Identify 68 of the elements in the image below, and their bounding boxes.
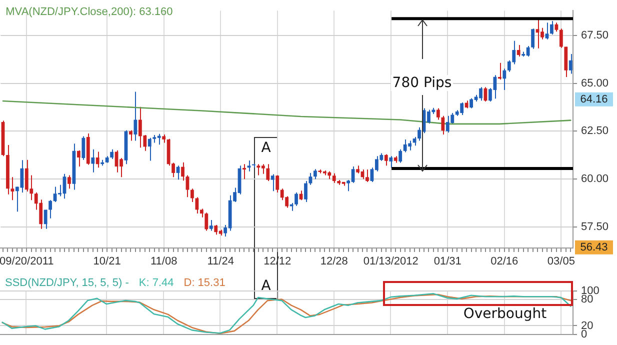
y-tick-label: 80 (581, 294, 594, 306)
candlestick (186, 174, 190, 198)
candlestick (276, 174, 280, 193)
x-tick-label: 03/05 (547, 256, 575, 268)
candlestick (332, 172, 336, 184)
series-label: K: 7.44 (138, 277, 174, 290)
candlestick (559, 28, 563, 48)
candlestick (195, 196, 199, 214)
annotation: A (260, 140, 272, 156)
candlestick (270, 174, 274, 192)
candlestick (398, 148, 402, 164)
candlestick (204, 212, 208, 232)
candlestick (516, 44, 520, 58)
candlestick (366, 169, 369, 182)
chart-title: SSD(NZD/JPY, 15, 5, 5) - (5, 277, 130, 290)
candlestick (418, 126, 421, 142)
candlestick (76, 150, 80, 167)
candlestick (110, 148, 114, 160)
candlestick (190, 188, 194, 203)
x-tick-label: 01/31 (434, 256, 462, 268)
candlestick (181, 162, 184, 182)
candlestick (82, 136, 86, 160)
candlestick (304, 180, 308, 203)
y-tick-label: 57.50 (581, 220, 609, 233)
candlestick (129, 130, 132, 142)
candlestick (441, 115, 445, 135)
x-tick-label: 11/08 (150, 256, 178, 268)
candlestick (68, 174, 71, 190)
x-tick-label: 12/28 (320, 256, 348, 268)
candlestick (389, 156, 393, 168)
annotation: 780 Pips (391, 74, 453, 91)
x-tick-label: 11/24 (207, 256, 234, 268)
annotation: Overbought (462, 306, 548, 322)
x-tick-label: 09/20/2011 (0, 256, 54, 268)
candlestick (266, 164, 270, 182)
annotation: 64.16 (580, 93, 608, 106)
x-tick-label: 02/16 (490, 256, 518, 268)
x-tick-label: 01/13/2012 (363, 256, 418, 268)
annotation: A (260, 278, 272, 294)
y-tick-label: 67.50 (581, 30, 609, 42)
y-tick-label: 60.00 (581, 173, 609, 186)
y-tick-label: 0 (581, 328, 588, 340)
candlestick (48, 200, 52, 219)
candlestick (545, 22, 549, 40)
y-tick-label: 62.50 (581, 125, 609, 138)
candlestick (550, 20, 554, 36)
x-tick-label: 10/21 (93, 256, 121, 268)
candlestick (247, 160, 251, 172)
candlestick (436, 108, 440, 120)
candlestick (96, 151, 100, 168)
candlestick (313, 168, 317, 180)
candlestick (209, 220, 213, 232)
candlestick (498, 62, 502, 80)
candlestick (502, 68, 506, 91)
annotation: 56.43 (580, 241, 608, 254)
candlestick (308, 172, 312, 186)
candlestick (242, 164, 246, 180)
text: MVA(NZD/JPY.Close,200): 63.160 (6, 6, 173, 18)
candlestick (134, 91, 138, 142)
candlestick (568, 54, 572, 74)
candlestick (531, 28, 534, 50)
candlestick (44, 209, 48, 230)
y-tick-label: 65.00 (581, 77, 609, 90)
candlestick (10, 176, 14, 201)
candlestick (384, 154, 388, 166)
text: D: 15.31 (184, 277, 226, 290)
candlestick (564, 46, 568, 78)
candlestick (91, 148, 95, 173)
